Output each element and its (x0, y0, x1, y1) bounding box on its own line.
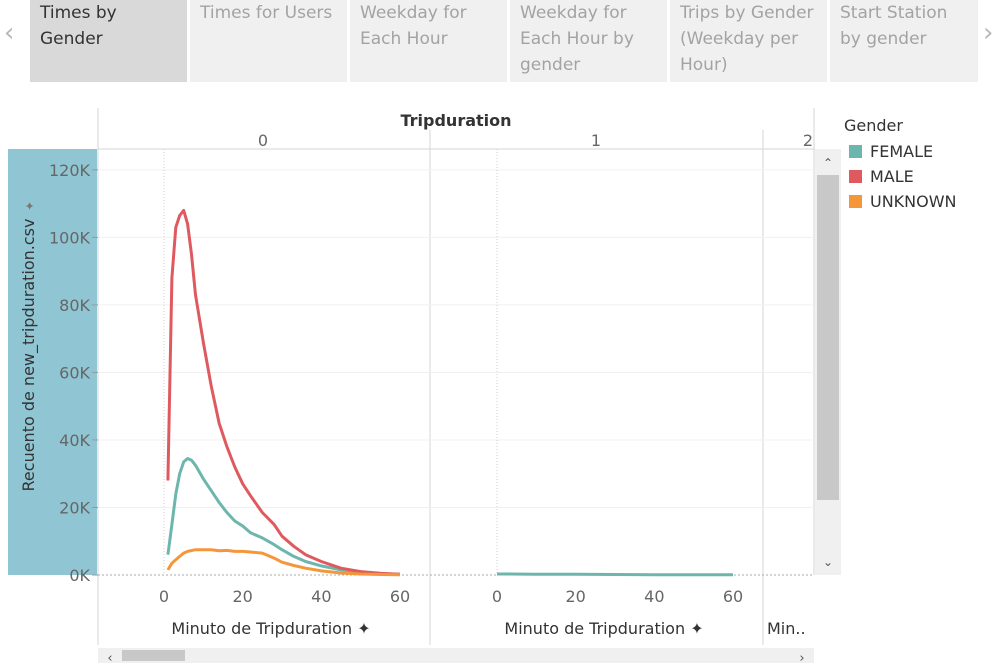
legend-item-unknown[interactable]: UNKNOWN (844, 189, 994, 214)
chevron-down-icon[interactable]: ⌄ (823, 555, 833, 569)
y-tick-label: 0K (69, 566, 90, 585)
tab-label: Start Station by gender (840, 3, 948, 49)
x-tick-label: 20 (232, 587, 252, 606)
y-tick-label: 40K (59, 431, 90, 450)
horizontal-scrollbar[interactable]: ‹ › (98, 648, 814, 663)
tab-label: Weekday for Each Hour by gender (520, 3, 634, 75)
scrollbar-thumb[interactable] (817, 175, 839, 500)
tab-bar: ‹ Times by Gender Times for Users Weekda… (0, 0, 995, 82)
panel-label: 0 (258, 131, 268, 150)
tab-times-for-users[interactable]: Times for Users (190, 0, 347, 82)
tab-label: Times by Gender (40, 3, 117, 49)
chevron-right-icon[interactable]: › (799, 651, 804, 663)
legend: Gender FEMALE MALE UNKNOWN (844, 116, 994, 214)
tab-times-by-gender[interactable]: Times by Gender (30, 0, 187, 82)
x-axis-label: Minuto de Tripduration ✦ (504, 619, 703, 638)
tab-label: Times for Users (200, 3, 333, 23)
x-axis-label: Minuto de Tripduration ✦ (171, 619, 370, 638)
chevron-left-icon[interactable]: ‹ (107, 651, 112, 663)
panel-label: 2 (803, 131, 813, 150)
tab-label: Trips by Gender (Weekday per Hour) (680, 3, 814, 75)
legend-label: FEMALE (870, 142, 934, 161)
y-axis-band (8, 149, 97, 575)
legend-title: Gender (844, 116, 903, 135)
panel-label: 1 (591, 131, 601, 150)
chevron-left-icon[interactable]: ‹ (4, 18, 15, 48)
series-line-unknown (166, 548, 401, 577)
x-axis-label-truncated: Min.. (767, 619, 806, 638)
x-tick-label: 0 (492, 587, 502, 606)
legend-swatch-male (849, 170, 862, 183)
legend-label: MALE (870, 167, 914, 186)
tab-weekday-for-each-hour[interactable]: Weekday for Each Hour (350, 0, 507, 82)
vertical-scrollbar[interactable]: ⌃⌄ (815, 149, 841, 575)
y-tick-label: 120K (49, 161, 91, 180)
tab-start-station-by-gender[interactable]: Start Station by gender (830, 0, 978, 82)
tab-label: Weekday for Each Hour (360, 3, 467, 49)
column-header: Tripduration (400, 111, 511, 130)
x-tick-label: 40 (644, 587, 664, 606)
series-line-female (166, 457, 401, 576)
scrollbar-track (98, 648, 814, 663)
legend-item-female[interactable]: FEMALE (844, 139, 994, 164)
legend-swatch-female (849, 145, 862, 158)
y-tick-label: 100K (49, 228, 91, 247)
legend-swatch-unknown (849, 195, 862, 208)
chevron-up-icon[interactable]: ⌃ (823, 156, 833, 170)
y-axis-label: Recuento de new_tripduration.csv (19, 219, 39, 492)
x-tick-label: 20 (565, 587, 585, 606)
legend-label: UNKNOWN (870, 192, 957, 211)
tab-weekday-hour-by-gender[interactable]: Weekday for Each Hour by gender (510, 0, 667, 82)
pin-icon: ✦ (23, 201, 37, 211)
legend-item-male[interactable]: MALE (844, 164, 994, 189)
y-tick-label: 80K (59, 296, 90, 315)
tab-trips-by-gender[interactable]: Trips by Gender (Weekday per Hour) (670, 0, 827, 82)
x-tick-label: 60 (723, 587, 743, 606)
series-line-male (166, 208, 401, 576)
y-tick-label: 20K (59, 498, 90, 517)
x-tick-label: 60 (390, 587, 410, 606)
x-tick-label: 0 (159, 587, 169, 606)
scrollbar-thumb[interactable] (122, 650, 185, 661)
series-line-female (496, 572, 734, 577)
chevron-right-icon[interactable]: › (983, 18, 994, 48)
y-tick-label: 60K (59, 363, 90, 382)
x-tick-label: 40 (311, 587, 331, 606)
